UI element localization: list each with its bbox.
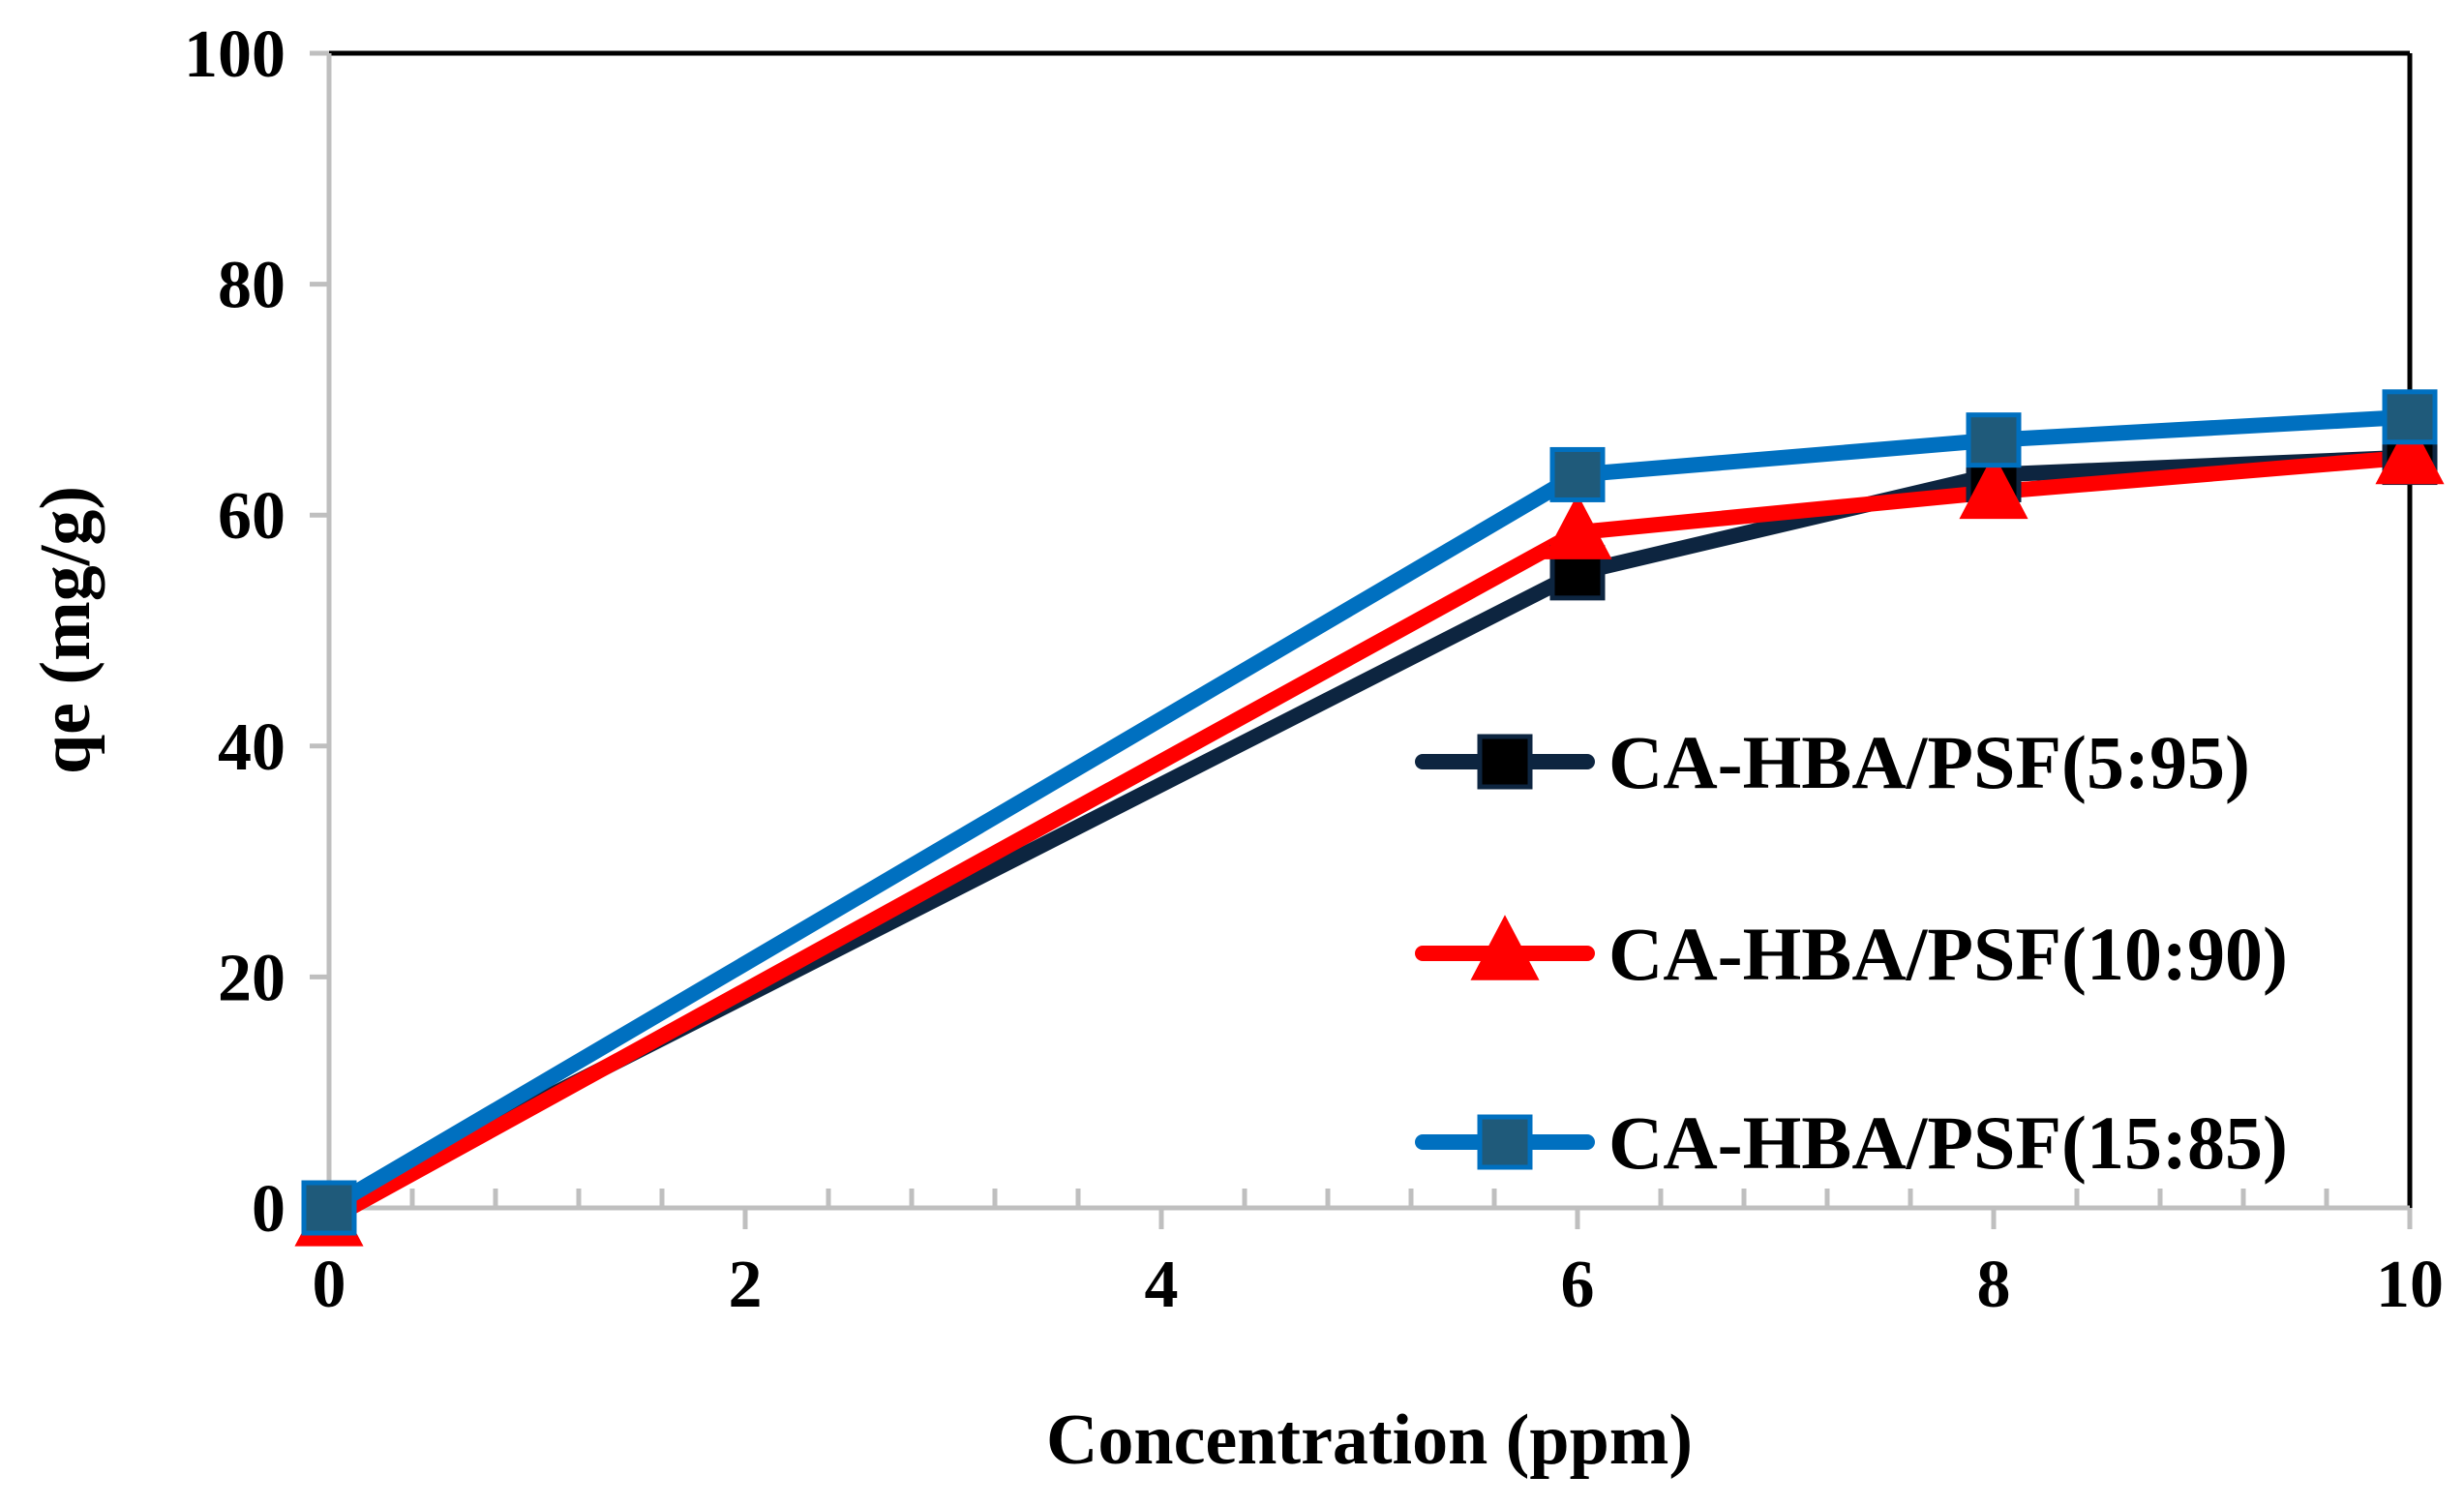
x-axis-ticks: 0 2 4 6 8 10 [313, 1208, 2444, 1322]
data-point-triangle [2375, 418, 2445, 485]
legend-item: CA-HBA/PSF(10:90) [1415, 912, 2288, 996]
x-tick-label: 4 [1145, 1248, 1179, 1322]
data-point-square [1477, 734, 1533, 790]
data-point-square [2382, 389, 2438, 445]
x-tick-label: 2 [729, 1248, 763, 1322]
data-point-square [301, 1180, 357, 1236]
x-axis-title: Concentration (ppm) [1046, 1401, 1693, 1480]
series-markers [294, 389, 2445, 1247]
series-line [321, 449, 2418, 1216]
y-tick-label: 80 [218, 249, 285, 323]
x-axis-minor-ticks [409, 1189, 2329, 1208]
legend-label: CA-HBA/PSF(5:95) [1608, 720, 2250, 804]
y-axis-title: qe (mg/g) [26, 486, 105, 774]
legend-label: CA-HBA/PSF(15:85) [1608, 1100, 2288, 1185]
data-point-triangle [1959, 453, 2028, 520]
y-tick-label: 0 [252, 1172, 285, 1247]
y-tick-label: 100 [184, 17, 285, 92]
series-lines [321, 408, 2418, 1227]
y-axis-ticks: 0 20 40 60 80 100 [184, 17, 329, 1247]
data-point-square [1477, 1114, 1533, 1170]
legend: CA-HBA/PSF(5:95) CA-HBA/PSF(10:90) CA-HBA/… [1415, 720, 2288, 1185]
series-line [321, 408, 2418, 1216]
series-line [321, 449, 2418, 1227]
y-tick-label: 60 [218, 479, 285, 554]
x-tick-label: 6 [1561, 1248, 1595, 1322]
legend-label: CA-HBA/PSF(10:90) [1608, 912, 2288, 996]
data-point-square [1966, 412, 2022, 468]
x-tick-label: 0 [313, 1248, 346, 1322]
data-point-triangle [1470, 915, 1540, 980]
data-point-triangle [1543, 494, 1612, 559]
x-tick-label: 8 [1977, 1248, 2011, 1322]
y-tick-label: 20 [218, 941, 285, 1015]
data-point-square [1549, 446, 1606, 502]
legend-item: CA-HBA/PSF(15:85) [1415, 1100, 2288, 1185]
legend-item: CA-HBA/PSF(5:95) [1415, 720, 2250, 804]
y-tick-label: 40 [218, 710, 285, 785]
x-tick-label: 10 [2376, 1248, 2444, 1322]
